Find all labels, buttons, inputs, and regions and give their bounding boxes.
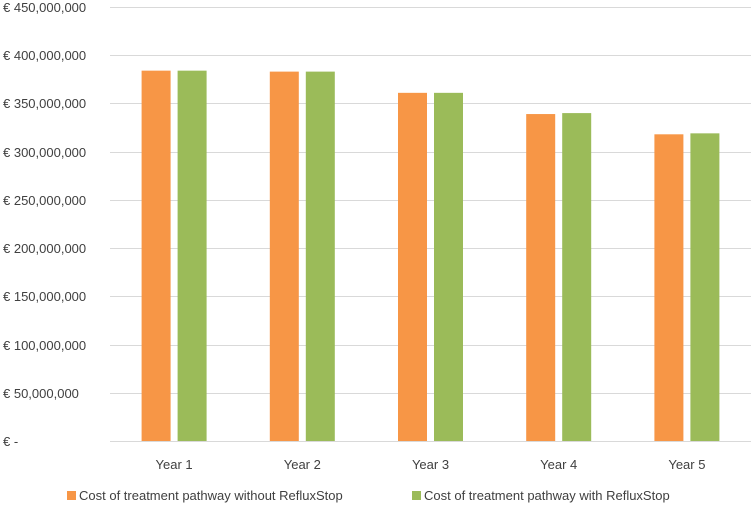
bars — [141, 70, 720, 442]
bar-with-refluxstop-year-5 — [690, 133, 720, 441]
x-axis-category-labels: Year 1 Year 2 Year 3 Year 4 Year 5 — [156, 457, 706, 472]
bar-with-refluxstop-year-2 — [305, 71, 335, 442]
y-tick-label: € 50,000,000 — [3, 386, 79, 401]
bar-without-refluxstop-year-5 — [654, 134, 684, 441]
bar-without-refluxstop-year-4 — [526, 114, 556, 441]
x-category-label: Year 3 — [412, 457, 449, 472]
x-category-label: Year 2 — [284, 457, 321, 472]
y-tick-label: € 450,000,000 — [3, 0, 86, 15]
legend-swatch — [67, 491, 76, 500]
legend-swatch — [412, 491, 421, 500]
gridlines — [110, 7, 751, 442]
bar-without-refluxstop-year-3 — [398, 92, 427, 441]
legend-label: Cost of treatment pathway with RefluxSto… — [424, 488, 670, 503]
y-tick-label: € 200,000,000 — [3, 241, 86, 256]
bar-with-refluxstop-year-4 — [562, 113, 592, 441]
y-tick-label: € - — [3, 434, 18, 449]
y-tick-label: € 150,000,000 — [3, 289, 86, 304]
bar-without-refluxstop-year-1 — [141, 70, 171, 442]
x-category-label: Year 1 — [156, 457, 193, 472]
bar-with-refluxstop-year-1 — [177, 70, 207, 442]
y-tick-label: € 350,000,000 — [3, 96, 86, 111]
x-category-label: Year 4 — [540, 457, 577, 472]
legend: Cost of treatment pathway without Reflux… — [67, 488, 670, 503]
y-tick-label: € 300,000,000 — [3, 145, 86, 160]
y-axis-tick-labels: € - € 50,000,000 € 100,000,000 € 150,000,00… — [3, 0, 86, 449]
y-tick-label: € 250,000,000 — [3, 193, 86, 208]
bar-without-refluxstop-year-2 — [269, 71, 299, 442]
y-tick-label: € 400,000,000 — [3, 48, 86, 63]
x-category-label: Year 5 — [668, 457, 705, 472]
bar-with-refluxstop-year-3 — [434, 92, 463, 441]
legend-label: Cost of treatment pathway without Reflux… — [79, 488, 343, 503]
y-tick-label: € 100,000,000 — [3, 338, 86, 353]
